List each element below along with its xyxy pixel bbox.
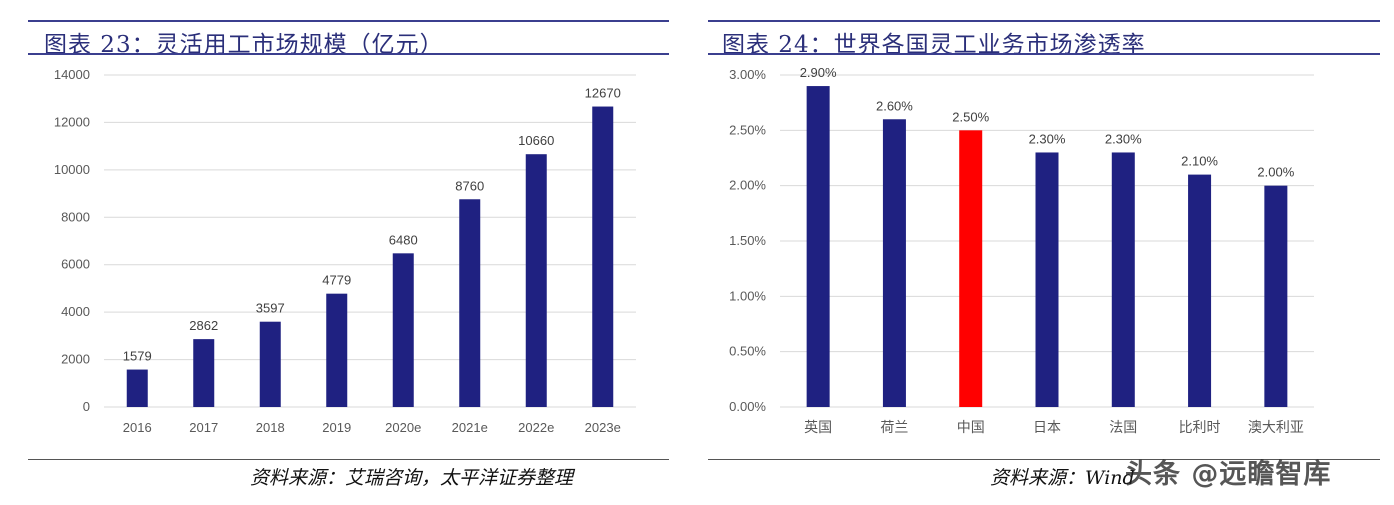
y-tick-label: 12000 [54, 114, 90, 129]
y-tick-label: 0 [83, 399, 90, 414]
data-label: 3597 [256, 301, 285, 316]
data-label: 12670 [585, 86, 621, 101]
bar [592, 106, 614, 407]
x-tick-label: 2023e [585, 420, 621, 435]
bar [1188, 174, 1212, 407]
x-tick-label: 2018 [256, 420, 285, 435]
y-tick-label: 2.50% [729, 122, 766, 137]
y-tick-label: 3.00% [729, 67, 766, 82]
data-label: 2.50% [952, 109, 989, 124]
x-tick-label: 2022e [518, 420, 554, 435]
x-tick-label: 日本 [1033, 420, 1061, 436]
data-label: 1579 [123, 349, 152, 364]
x-tick-label: 2017 [189, 420, 218, 435]
x-tick-label: 法国 [1109, 420, 1137, 436]
x-tick-label: 澳大利亚 [1248, 420, 1304, 436]
y-tick-label: 4000 [61, 304, 90, 319]
source-rule [708, 459, 1380, 460]
bar [525, 154, 547, 407]
bar [806, 86, 830, 408]
x-tick-label: 英国 [804, 419, 832, 436]
y-tick-label: 0.50% [729, 344, 766, 359]
data-label: 2.30% [1105, 131, 1142, 146]
y-tick-label: 2000 [61, 352, 90, 367]
y-tick-label: 14000 [54, 67, 90, 82]
data-label: 2.30% [1029, 131, 1066, 146]
y-tick-label: 1.50% [729, 233, 766, 248]
title-top-rule [28, 20, 669, 22]
x-tick-label: 2016 [123, 420, 152, 435]
bar [959, 130, 983, 408]
data-label: 2862 [189, 318, 218, 333]
x-tick-label: 2020e [385, 420, 421, 435]
y-tick-label: 6000 [61, 257, 90, 272]
watermark: 头条 @远瞻智库 [1125, 459, 1332, 490]
x-tick-label: 2021e [452, 420, 488, 435]
source-rule [28, 459, 669, 460]
x-tick-label: 2019 [322, 420, 351, 435]
title-top-rule [708, 20, 1380, 22]
bar [392, 253, 414, 407]
bar [1111, 152, 1135, 407]
bar [1264, 185, 1288, 407]
data-label: 2.90% [800, 65, 837, 80]
data-label: 2.10% [1181, 154, 1218, 169]
bar [459, 199, 481, 407]
bar [126, 369, 148, 407]
x-tick-label: 中国 [957, 420, 985, 436]
y-tick-label: 0.00% [729, 399, 766, 414]
bar [193, 339, 215, 407]
x-tick-label: 荷兰 [880, 420, 908, 436]
data-label: 8760 [455, 178, 484, 193]
source-note: 资料来源：艾瑞咨询，太平洋证券整理 [250, 467, 574, 489]
bar [326, 293, 348, 407]
y-tick-label: 8000 [61, 209, 90, 224]
y-tick-label: 1.00% [729, 288, 766, 303]
source-note: 资料来源：Wind [990, 467, 1135, 489]
bar [1035, 152, 1059, 407]
bar-chart-market-size: 0 2000 4000 6000 8000 10000 12000 14000 1579 2016… [54, 67, 636, 435]
data-label: 6480 [389, 232, 418, 247]
data-label: 2.00% [1257, 165, 1294, 180]
title-bottom-rule [708, 53, 1380, 55]
y-tick-label: 2.00% [729, 178, 766, 193]
title-bottom-rule [28, 53, 669, 55]
x-tick-label: 比利时 [1179, 420, 1221, 436]
data-label: 2.60% [876, 98, 913, 113]
bar [882, 119, 906, 408]
data-label: 4779 [322, 273, 351, 288]
chart-panel-market-size: 图表 23：灵活用工市场规模（亿元） 0 2000 4000 6000 8000 1000… [0, 0, 680, 505]
y-tick-label: 10000 [54, 162, 90, 177]
bar [259, 321, 281, 407]
chart-panel-penetration: 图表 24：世界各国灵工业务市场渗透率 0.00% 0.50% 1.00% 1.50%… [700, 0, 1394, 505]
bar-chart-penetration: 0.00% 0.50% 1.00% 1.50% 2.00% 2.50% 3.00% 2.90%… [729, 65, 1314, 436]
data-label: 10660 [518, 133, 554, 148]
